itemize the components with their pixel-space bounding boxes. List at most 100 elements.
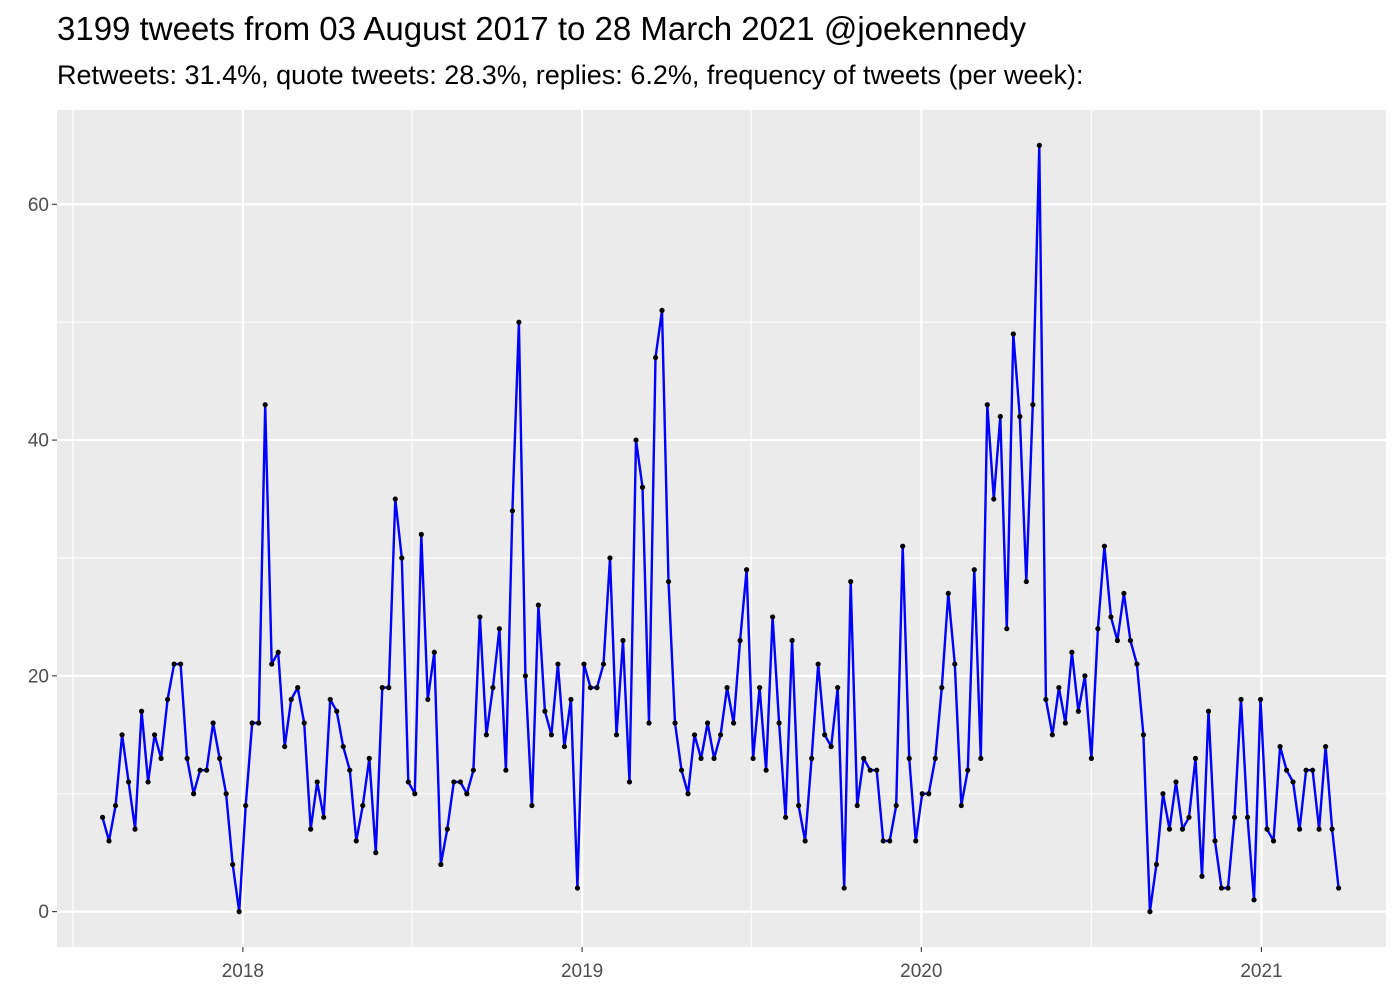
data-point — [620, 637, 626, 644]
data-point — [828, 743, 834, 750]
data-point — [490, 685, 496, 691]
data-point — [386, 685, 392, 691]
data-point — [783, 814, 789, 820]
data-point — [340, 743, 346, 750]
data-point — [561, 743, 568, 750]
data-point — [438, 861, 444, 868]
data-point — [125, 779, 132, 785]
data-point — [1218, 885, 1225, 891]
data-point — [1010, 331, 1016, 337]
data-point — [776, 720, 782, 726]
data-point — [893, 802, 899, 809]
data-point — [796, 802, 802, 809]
data-point — [392, 496, 398, 502]
data-point — [1296, 826, 1303, 832]
data-point — [516, 319, 522, 325]
data-point — [1036, 142, 1042, 148]
data-point — [1166, 826, 1173, 832]
data-point — [191, 791, 197, 797]
data-point — [874, 767, 880, 773]
data-point — [900, 543, 906, 549]
data-point — [483, 732, 489, 738]
data-point — [1030, 402, 1036, 408]
data-point — [763, 767, 769, 773]
data-point — [119, 732, 125, 738]
data-point — [197, 767, 203, 773]
data-point — [1095, 626, 1101, 632]
data-point — [659, 307, 665, 314]
data-point — [1303, 767, 1309, 773]
data-point — [945, 590, 951, 596]
chart-subtitle: Retweets: 31.4%, quote tweets: 28.3%, re… — [57, 60, 1084, 90]
data-point — [1238, 696, 1244, 703]
data-point — [646, 720, 652, 726]
data-point — [1147, 909, 1153, 915]
data-point — [757, 685, 763, 691]
data-point — [607, 555, 613, 561]
data-point — [1336, 885, 1342, 891]
data-point — [841, 885, 847, 891]
data-point — [308, 826, 314, 832]
data-point — [1101, 543, 1108, 549]
data-point — [249, 720, 255, 726]
axes: 0 20 40 60 2018 2019 2020 2021 — [28, 195, 1283, 982]
data-point — [880, 838, 886, 844]
data-point — [665, 578, 672, 585]
data-point — [704, 720, 711, 726]
series-points — [99, 142, 1342, 915]
data-point — [1329, 826, 1335, 832]
data-point — [1049, 732, 1055, 738]
data-point — [724, 685, 730, 691]
data-point — [230, 861, 236, 868]
data-point — [1290, 779, 1296, 785]
data-point — [164, 696, 171, 703]
data-point — [1153, 861, 1160, 868]
data-point — [633, 437, 639, 443]
data-point — [184, 755, 190, 761]
data-point — [815, 661, 821, 667]
data-point — [717, 732, 724, 738]
x-tick-label: 2020 — [900, 961, 942, 982]
data-point — [1283, 767, 1290, 773]
data-point — [210, 720, 216, 726]
data-point — [412, 791, 418, 797]
data-point — [509, 508, 515, 514]
data-point — [809, 755, 815, 761]
data-point — [236, 909, 242, 915]
data-point — [971, 567, 977, 573]
chart-title: 3199 tweets from 03 August 2017 to 28 Ma… — [57, 10, 1027, 47]
data-point — [431, 649, 437, 655]
data-point — [1108, 614, 1114, 620]
data-point — [835, 685, 841, 691]
data-point — [132, 826, 138, 832]
data-point — [822, 732, 828, 738]
data-point — [958, 802, 964, 809]
data-point — [275, 649, 281, 655]
data-point — [568, 696, 574, 703]
data-point — [861, 755, 867, 761]
data-point — [477, 614, 483, 620]
data-point — [405, 779, 411, 785]
data-point — [347, 767, 353, 773]
data-point — [652, 354, 659, 361]
y-tick-label: 60 — [28, 195, 49, 216]
data-point — [496, 626, 502, 632]
data-point — [1244, 814, 1251, 820]
data-point — [178, 661, 184, 667]
x-tick-label: 2021 — [1240, 961, 1282, 982]
data-point — [939, 685, 945, 691]
data-point — [464, 791, 470, 797]
data-point — [802, 838, 808, 844]
data-point — [269, 661, 275, 667]
data-point — [217, 755, 223, 761]
data-point — [698, 755, 704, 761]
data-point — [639, 484, 646, 490]
data-point — [919, 791, 925, 797]
data-point — [444, 826, 450, 832]
data-point — [542, 708, 548, 714]
data-point — [151, 732, 158, 738]
data-point — [965, 767, 971, 773]
data-point — [1043, 696, 1049, 703]
data-point — [848, 578, 854, 585]
